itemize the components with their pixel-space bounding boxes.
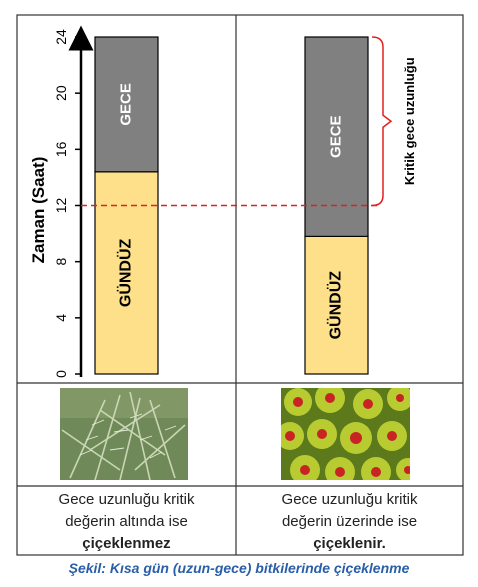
y-tick-label: 4 bbox=[53, 314, 69, 322]
y-axis: 0 4 8 12 16 20 24 Zaman (Saat) bbox=[29, 25, 94, 378]
y-tick-label: 16 bbox=[53, 141, 69, 157]
right-caption-line1: Gece uzunluğu kritik bbox=[281, 491, 418, 508]
critical-night-bracket bbox=[371, 36, 393, 207]
night-label: GECE bbox=[327, 115, 344, 158]
day-label: GÜNDÜZ bbox=[116, 238, 135, 307]
figure-caption: Şekil: Kısa gün (uzun-gece) bitkilerinde… bbox=[68, 560, 410, 576]
right-bar: GECE GÜNDÜZ bbox=[304, 36, 369, 375]
critical-night-label: Kritik gece uzunluğu bbox=[402, 57, 417, 185]
right-caption-result: çiçeklenir. bbox=[313, 535, 386, 552]
table-frame bbox=[16, 14, 464, 556]
day-label: GÜNDÜZ bbox=[326, 271, 345, 340]
night-bar-segment bbox=[94, 36, 159, 173]
left-caption-line2: değerin altında ise bbox=[65, 513, 188, 530]
left-caption-line1: Gece uzunluğu kritik bbox=[58, 491, 195, 508]
night-label: GECE bbox=[117, 83, 134, 126]
y-tick-label: 12 bbox=[53, 198, 69, 214]
right-caption: Gece uzunluğu kritik değerin üzerinde is… bbox=[236, 489, 463, 555]
plant-photo-left bbox=[60, 388, 188, 480]
y-tick-label: 8 bbox=[53, 258, 69, 266]
night-bar-segment bbox=[304, 36, 369, 237]
y-tick-label: 20 bbox=[53, 85, 69, 101]
left-caption: Gece uzunluğu kritik değerin altında ise… bbox=[17, 489, 236, 555]
y-tick-group: 0 4 8 12 16 20 24 bbox=[53, 29, 81, 378]
day-bar-segment bbox=[304, 235, 369, 375]
y-axis-label: Zaman (Saat) bbox=[29, 157, 48, 264]
left-caption-result: çiçeklenmez bbox=[82, 535, 171, 552]
y-tick-label: 24 bbox=[53, 29, 69, 45]
plant-photo-right bbox=[281, 388, 410, 480]
y-tick-label: 0 bbox=[53, 370, 69, 378]
right-caption-line2: değerin üzerinde ise bbox=[281, 513, 418, 530]
